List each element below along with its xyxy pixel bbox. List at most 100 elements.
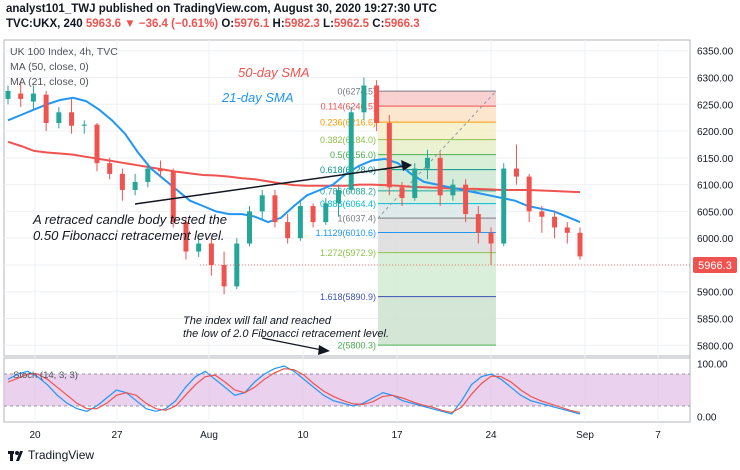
main-pane bbox=[3, 39, 691, 357]
candle-body bbox=[247, 211, 253, 244]
candle-body bbox=[69, 112, 75, 126]
candle-body bbox=[399, 187, 405, 198]
candle-body bbox=[56, 112, 62, 124]
high-value: 5982.3 bbox=[284, 18, 320, 30]
candle-body bbox=[145, 168, 151, 182]
fall-annotation-line2: the low of 2.0 Fibonacci retracement lev… bbox=[183, 328, 389, 340]
candle-body bbox=[297, 206, 303, 239]
price-tick-label: 6300.00 bbox=[697, 73, 734, 84]
last-price: 5963.6 bbox=[85, 18, 122, 30]
time-tick-label: 24 bbox=[485, 430, 497, 441]
price-tick-label: 6150.00 bbox=[697, 154, 734, 165]
fall-arrow-head bbox=[318, 345, 330, 355]
close-label: C: bbox=[372, 18, 385, 30]
candle-body bbox=[259, 195, 265, 212]
sma21-line bbox=[7, 96, 581, 224]
stoch-k-line bbox=[7, 365, 581, 415]
price-tick-label: 6050.00 bbox=[697, 207, 734, 218]
retrace-annotation-line2: 0.50 Fibonacci retracement level. bbox=[33, 228, 224, 243]
candle-body bbox=[526, 176, 532, 212]
price-tick-label: 6350.00 bbox=[697, 47, 734, 58]
fib-level-label: 1.272(5972.9) bbox=[320, 248, 376, 258]
fib-level-label: 0(6274.5) bbox=[337, 87, 376, 97]
time-tick-label: 10 bbox=[297, 430, 309, 441]
candle-body bbox=[501, 168, 507, 244]
candle-body bbox=[488, 232, 494, 244]
stoch-d-line bbox=[7, 368, 581, 414]
fib-zone bbox=[378, 91, 496, 107]
moving-averages bbox=[7, 96, 581, 224]
candle-body bbox=[30, 93, 36, 102]
price-axis[interactable]: 5800.005850.005900.005950.006000.006050.… bbox=[697, 47, 734, 353]
retrace-arrow-line bbox=[134, 165, 406, 205]
fib-level-label: 0.886(6064.4) bbox=[320, 199, 376, 209]
candle-body bbox=[310, 206, 316, 223]
stoch-label: Stoch (14, 3, 3) bbox=[13, 370, 78, 381]
stoch-band bbox=[4, 374, 690, 406]
price-tick-label: 5850.00 bbox=[697, 315, 734, 326]
open-label: O: bbox=[221, 18, 235, 30]
sma21-annotation: 21-day SMA bbox=[221, 90, 294, 105]
tradingview-logo[interactable]: TradingView bbox=[8, 448, 94, 462]
fib-level-label: 0.236(6216.6) bbox=[320, 118, 376, 128]
candle-body bbox=[552, 216, 558, 228]
close-value: 5966.3 bbox=[384, 18, 420, 30]
price-change: ▼ −36.4 (−0.61%) bbox=[124, 18, 219, 30]
tradingview-logo-icon bbox=[8, 450, 23, 461]
candle-body bbox=[221, 264, 227, 287]
candle-body bbox=[386, 123, 392, 188]
retrace-arrow-head bbox=[401, 160, 412, 171]
high-label: H: bbox=[272, 18, 285, 30]
fib-level-label: 0.786(6088.2) bbox=[320, 186, 376, 196]
candle-body bbox=[475, 214, 481, 233]
candle-body bbox=[437, 157, 443, 196]
candle-body bbox=[539, 211, 545, 217]
candle-body bbox=[285, 222, 291, 239]
fib-zone bbox=[378, 106, 496, 123]
low-value: 5962.5 bbox=[333, 18, 370, 30]
time-axis[interactable]: 20 27 Aug 10 17 24 Sep 7 bbox=[29, 430, 661, 441]
candle-body bbox=[170, 171, 176, 223]
publish-line: analyst101_TWJ published on TradingView.… bbox=[6, 3, 437, 15]
fall-annotation-line1: The index will fall and reached bbox=[183, 315, 332, 327]
sma50-line bbox=[7, 140, 581, 194]
time-tick-label: Aug bbox=[200, 430, 218, 441]
candle-body bbox=[564, 227, 570, 233]
fib-zone bbox=[378, 296, 496, 346]
fib-zone bbox=[378, 232, 496, 253]
symbol-title: UK 100 Index, 4h, TVC bbox=[10, 46, 118, 58]
candle-body bbox=[94, 124, 100, 164]
fib-level-label: 0.114(6246.5) bbox=[321, 102, 376, 112]
candle-body bbox=[81, 124, 87, 126]
candle-body bbox=[132, 181, 138, 190]
time-tick-label: Sep bbox=[576, 430, 594, 441]
candle-body bbox=[348, 112, 354, 190]
ma21-legend[interactable]: MA (21, close, 0) bbox=[10, 76, 89, 88]
candle-body bbox=[43, 94, 49, 124]
candle-body bbox=[361, 85, 367, 113]
publish-header: analyst101_TWJ published on TradingView.… bbox=[0, 0, 740, 34]
fib-zone bbox=[378, 122, 496, 140]
stoch-tick-label: 100.00 bbox=[697, 359, 728, 370]
time-tick-label: 17 bbox=[391, 430, 403, 441]
last-price-tag bbox=[693, 257, 737, 273]
candle-body bbox=[577, 232, 583, 257]
time-tick-label: 27 bbox=[111, 430, 123, 441]
price-tick-label: 6250.00 bbox=[697, 100, 734, 111]
price-chart[interactable]: 0(6274.5) 0.114(6246.5) 0.236(6216.6) 0.382… bbox=[0, 0, 740, 444]
ma50-legend[interactable]: MA (50, close, 0) bbox=[10, 61, 89, 73]
price-tick-label: 5800.00 bbox=[697, 341, 734, 352]
candle-body bbox=[450, 184, 456, 196]
sma50-annotation: 50-day SMA bbox=[238, 65, 310, 80]
candle-body bbox=[463, 184, 469, 215]
chart-legend: UK 100 Index, 4h, TVC MA (50, close, 0) … bbox=[10, 45, 118, 90]
candle-body bbox=[158, 168, 164, 172]
candle-body bbox=[424, 157, 430, 169]
candle-body bbox=[196, 243, 202, 252]
author-name[interactable]: analyst101_TWJ bbox=[6, 3, 96, 15]
fib-level-label: 1.618(5890.9) bbox=[320, 292, 376, 302]
fib-level-label: 1(6037.4) bbox=[337, 214, 376, 224]
quote-line: TVC:UKX, 240 5963.6 ▼ −36.4 (−0.61%) O:5… bbox=[6, 18, 420, 30]
fib-zone bbox=[378, 252, 496, 297]
price-tick-label: 5900.00 bbox=[697, 288, 734, 299]
